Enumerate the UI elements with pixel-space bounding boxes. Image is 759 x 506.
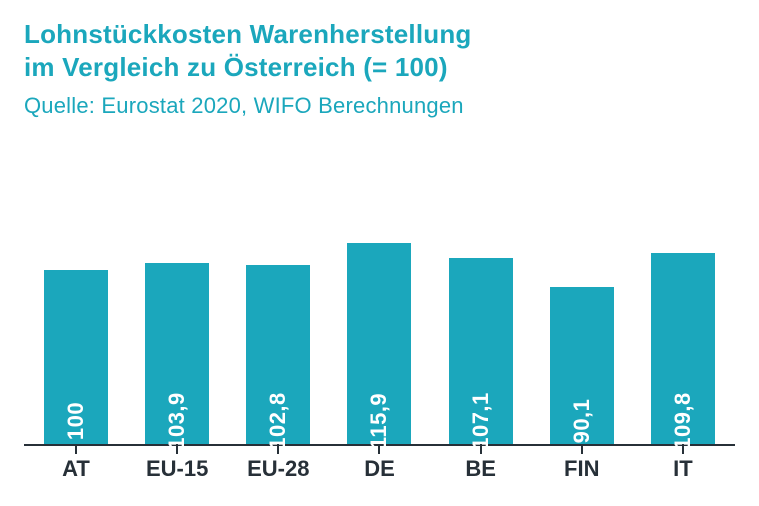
plot-area: 100 103,9 102,8 115,9 107,1 90,1 109,8 bbox=[24, 166, 735, 446]
x-axis-label: AT bbox=[44, 456, 108, 482]
bar-slot: 90,1 bbox=[550, 166, 614, 444]
bar: 100 bbox=[44, 270, 108, 444]
x-axis-label: DE bbox=[347, 456, 411, 482]
chart-title-line1: Lohnstückkosten Warenherstellung bbox=[24, 19, 472, 49]
x-axis-label-text: IT bbox=[673, 456, 693, 481]
bar-chart: 100 103,9 102,8 115,9 107,1 90,1 109,8 AT EU-15… bbox=[24, 166, 735, 482]
x-axis-label: EU-28 bbox=[246, 456, 310, 482]
bar-slot: 102,8 bbox=[246, 166, 310, 444]
x-axis-label-text: BE bbox=[465, 456, 496, 481]
bar: 102,8 bbox=[246, 265, 310, 444]
bar-value-label: 102,8 bbox=[265, 392, 291, 450]
bar-value-label: 100 bbox=[63, 402, 89, 440]
x-axis-tick bbox=[581, 444, 583, 454]
bar-slot: 107,1 bbox=[449, 166, 513, 444]
bar-value-label: 103,9 bbox=[164, 392, 190, 450]
chart-title-line2: im Vergleich zu Österreich (= 100) bbox=[24, 52, 448, 82]
chart-title: Lohnstückkosten Warenherstellung im Verg… bbox=[24, 18, 735, 83]
bar-slot: 100 bbox=[44, 166, 108, 444]
x-axis-label-text: FIN bbox=[564, 456, 599, 481]
chart-subtitle: Quelle: Eurostat 2020, WIFO Berechnungen bbox=[24, 93, 735, 119]
x-axis-tick bbox=[277, 444, 279, 454]
x-axis-tick bbox=[682, 444, 684, 454]
x-axis-label: IT bbox=[651, 456, 715, 482]
x-axis-label-text: EU-15 bbox=[146, 456, 208, 481]
bar: 90,1 bbox=[550, 287, 614, 444]
x-axis-tick bbox=[75, 444, 77, 454]
bar-value-label: 109,8 bbox=[670, 392, 696, 450]
x-axis-tick bbox=[378, 444, 380, 454]
x-axis-label-text: AT bbox=[62, 456, 90, 481]
bar-value-label: 90,1 bbox=[569, 399, 595, 444]
x-axis-label: BE bbox=[449, 456, 513, 482]
bar-value-label: 115,9 bbox=[366, 393, 392, 449]
x-axis-tick bbox=[480, 444, 482, 454]
x-axis: AT EU-15 EU-28 DE BE FIN IT bbox=[24, 456, 735, 482]
x-axis-label: FIN bbox=[550, 456, 614, 482]
bar-slot: 103,9 bbox=[145, 166, 209, 444]
bar-slot: 109,8 bbox=[651, 166, 715, 444]
x-axis-tick bbox=[176, 444, 178, 454]
bar: 109,8 bbox=[651, 253, 715, 444]
bar: 103,9 bbox=[145, 263, 209, 444]
bar: 107,1 bbox=[449, 258, 513, 444]
x-axis-label-text: EU-28 bbox=[247, 456, 309, 481]
bar: 115,9 bbox=[347, 243, 411, 444]
bar-value-label: 107,1 bbox=[468, 392, 494, 450]
bar-slot: 115,9 bbox=[347, 166, 411, 444]
x-axis-label: EU-15 bbox=[145, 456, 209, 482]
x-axis-label-text: DE bbox=[364, 456, 395, 481]
